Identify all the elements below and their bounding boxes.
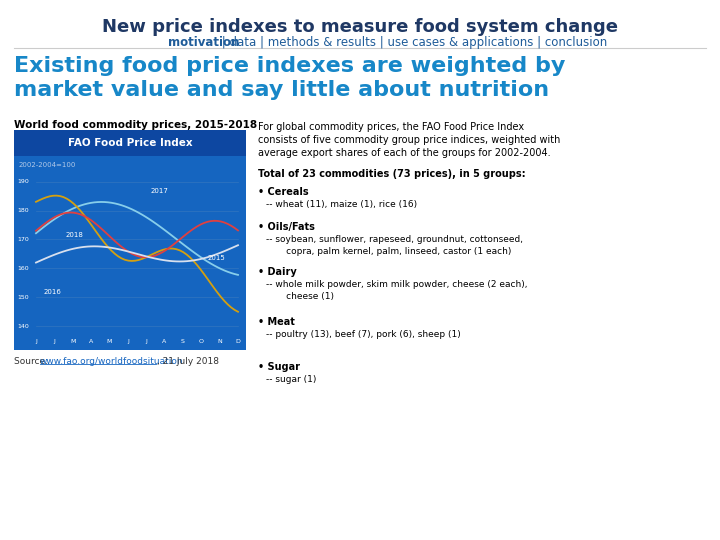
Text: J: J [127,339,129,344]
Text: Existing food price indexes are weighted by: Existing food price indexes are weighted… [14,56,565,76]
Text: D: D [235,339,240,344]
Text: • Oils/Fats: • Oils/Fats [258,222,315,232]
Text: M: M [70,339,76,344]
Text: A: A [163,339,166,344]
FancyBboxPatch shape [14,130,246,350]
Text: 190: 190 [17,179,29,184]
Text: 2018: 2018 [66,232,84,238]
Text: S: S [181,339,185,344]
Text: Total of 23 commodities (73 prices), in 5 groups:: Total of 23 commodities (73 prices), in … [258,169,526,179]
Text: -- wheat (11), maize (1), rice (16): -- wheat (11), maize (1), rice (16) [266,200,417,209]
Text: 2017: 2017 [151,188,169,194]
Text: World food commodity prices, 2015-2018: World food commodity prices, 2015-2018 [14,120,257,130]
Text: O: O [199,339,204,344]
Text: • Dairy: • Dairy [258,267,297,277]
Text: Source:: Source: [14,357,54,366]
Text: • Meat: • Meat [258,317,295,327]
Text: M: M [107,339,112,344]
Text: | data | methods & results | use cases & applications | conclusion: | data | methods & results | use cases &… [218,36,607,49]
Text: copra, palm kernel, palm, linseed, castor (1 each): copra, palm kernel, palm, linseed, casto… [266,247,511,256]
Text: , 21 July 2018: , 21 July 2018 [157,357,219,366]
Text: cheese (1): cheese (1) [266,292,334,301]
Text: -- soybean, sunflower, rapeseed, groundnut, cottonseed,: -- soybean, sunflower, rapeseed, groundn… [266,235,523,244]
Text: J: J [53,339,55,344]
Text: 2016: 2016 [44,289,62,295]
Text: 2002-2004=100: 2002-2004=100 [19,162,76,168]
Text: -- poultry (13), beef (7), pork (6), sheep (1): -- poultry (13), beef (7), pork (6), she… [266,330,461,339]
Text: • Sugar: • Sugar [258,362,300,372]
Text: • Cereals: • Cereals [258,187,309,197]
Text: www.fao.org/worldfoodsituation: www.fao.org/worldfoodsituation [40,357,184,366]
Text: -- sugar (1): -- sugar (1) [266,375,316,384]
Text: 140: 140 [17,323,29,329]
Text: 160: 160 [17,266,29,271]
Text: 180: 180 [17,208,29,213]
Text: For global commodity prices, the FAO Food Price Index: For global commodity prices, the FAO Foo… [258,122,524,132]
Text: A: A [89,339,93,344]
Text: J: J [35,339,37,344]
Text: market value and say little about nutrition: market value and say little about nutrit… [14,80,549,100]
Text: 150: 150 [17,295,29,300]
Text: J: J [145,339,147,344]
Text: FAO Food Price Index: FAO Food Price Index [68,138,192,148]
Text: consists of five commodity group price indices, weighted with: consists of five commodity group price i… [258,135,560,145]
Text: 2015: 2015 [208,255,226,261]
Text: motivation: motivation [168,36,239,49]
FancyBboxPatch shape [14,130,246,156]
Text: 170: 170 [17,237,29,242]
Text: N: N [217,339,222,344]
Text: -- whole milk powder, skim milk powder, cheese (2 each),: -- whole milk powder, skim milk powder, … [266,280,528,289]
Text: average export shares of each of the groups for 2002-2004.: average export shares of each of the gro… [258,148,551,158]
Text: New price indexes to measure food system change: New price indexes to measure food system… [102,18,618,36]
